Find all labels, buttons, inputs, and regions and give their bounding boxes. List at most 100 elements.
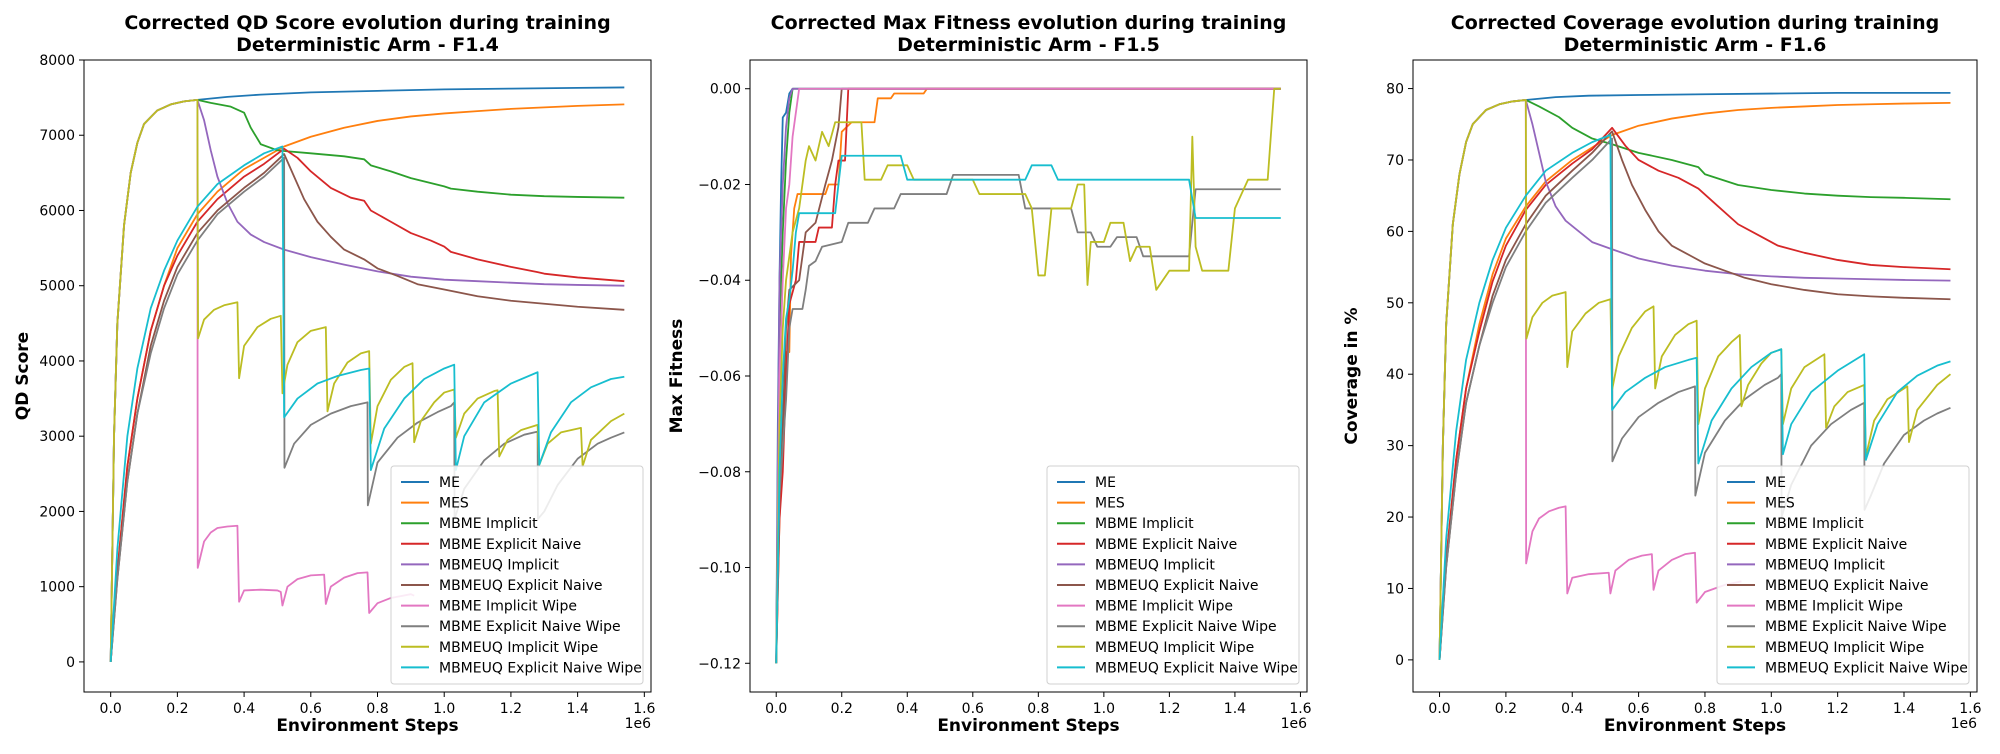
legend-entry: MBME Implicit Wipe — [1765, 599, 1903, 615]
y-tick-label: −0.10 — [698, 561, 741, 577]
legend: ME MES MBME Implicit MBME Explicit Naive MBM… — [1716, 465, 1970, 685]
x-tick-label: 0.0 — [1428, 701, 1450, 717]
series-line-mbme-explicit-naive — [109, 147, 625, 662]
series-line-mbme-explicit-naive-wipe — [775, 174, 1281, 664]
chart-title-line-1: Corrected Coverage evolution during trai… — [1451, 12, 1940, 34]
legend-entry: ME — [439, 475, 460, 491]
legend-entry: MBME Explicit Naive — [439, 537, 581, 553]
x-tick-label: 1.0 — [1093, 701, 1115, 717]
x-tick-label: 0.8 — [1027, 701, 1049, 717]
legend-entry: MBME Explicit Naive Wipe — [439, 619, 621, 635]
x-tick-label: 1.4 — [1224, 701, 1246, 717]
legend-entry: MBMEUQ Implicit Wipe — [439, 640, 598, 656]
x-tick-label: 1.2 — [1158, 701, 1180, 717]
y-tick-label: 3000 — [39, 429, 75, 445]
series-line-mbmeuq-explicit-naive-wipe — [1438, 134, 1951, 660]
x-tick-label: 0.4 — [896, 701, 918, 717]
x-tick-label: 1.6 — [1959, 701, 1981, 717]
y-tick-label: 40 — [1386, 367, 1404, 383]
y-tick-label: 6000 — [39, 203, 75, 219]
x-tick-label: 0.8 — [366, 701, 388, 717]
y-axis-label: Max Fitness — [667, 319, 687, 434]
legend-entry: MBMEUQ Implicit — [439, 557, 559, 573]
y-tick-label: 8000 — [39, 53, 75, 69]
x-offset-label: 1e6 — [1281, 716, 1308, 732]
series-line-mbmeuq-explicit-naive — [109, 153, 625, 662]
legend-entry: MBMEUQ Explicit Naive Wipe — [1765, 660, 1968, 676]
legend-entry: MES — [439, 496, 469, 512]
x-tick-label: 0.6 — [1627, 701, 1649, 717]
legend-entry: MBMEUQ Explicit Naive Wipe — [1095, 660, 1298, 676]
y-tick-label: 4000 — [39, 354, 75, 370]
chart-title-line-2: Deterministic Arm - F1.6 — [1564, 34, 1827, 56]
series-line-mbmeuq-implicit-wipe — [109, 98, 625, 662]
legend-entry: MBMEUQ Explicit Naive — [1765, 578, 1929, 594]
x-tick-label: 1.6 — [1289, 701, 1311, 717]
y-tick-label: −0.08 — [698, 465, 741, 481]
chart-panel-1: Corrected QD Score evolution during trai… — [13, 12, 656, 736]
legend-entry: MBME Implicit Wipe — [439, 599, 577, 615]
y-tick-label: 0.00 — [710, 82, 741, 98]
y-tick-label: −0.02 — [698, 177, 741, 193]
y-tick-label: 0 — [1395, 653, 1404, 669]
y-tick-label: 50 — [1386, 296, 1404, 312]
x-tick-label: 1.6 — [633, 701, 655, 717]
chart-title-line-2: Deterministic Arm - F1.4 — [236, 34, 499, 56]
legend-entry: MBMEUQ Implicit Wipe — [1095, 640, 1254, 656]
legend-entry: MBME Explicit Naive Wipe — [1765, 619, 1947, 635]
legend: ME MES MBME Implicit MBME Explicit Naive MBM… — [390, 465, 644, 685]
legend-entry: MBME Implicit — [439, 516, 538, 532]
legend-entry: MES — [1095, 496, 1125, 512]
x-tick-label: 0.0 — [100, 701, 122, 717]
x-axis-label: Environment Steps — [937, 716, 1119, 736]
y-tick-label: 70 — [1386, 153, 1404, 169]
x-tick-label: 0.0 — [765, 701, 787, 717]
legend-entry: MBME Explicit Naive — [1765, 537, 1907, 553]
legend-entry: ME — [1765, 475, 1786, 491]
y-tick-label: 60 — [1386, 224, 1404, 240]
y-tick-label: 80 — [1386, 82, 1404, 98]
legend-entry: MBMEUQ Implicit Wipe — [1765, 640, 1924, 656]
legend-entry: MBME Explicit Naive Wipe — [1095, 619, 1277, 635]
x-offset-label: 1e6 — [625, 716, 652, 732]
axes-frame — [83, 59, 652, 693]
legend-box — [1046, 465, 1300, 685]
y-tick-label: 2000 — [39, 504, 75, 520]
y-tick-label: 1000 — [39, 580, 75, 596]
y-tick-label: 0 — [66, 655, 75, 671]
y-tick-label: 7000 — [39, 128, 75, 144]
legend-entry: MES — [1765, 496, 1795, 512]
legend-box — [1716, 465, 1970, 685]
x-offset-label: 1e6 — [1951, 716, 1978, 732]
y-tick-label: 10 — [1386, 581, 1404, 597]
chart-title-line-1: Corrected QD Score evolution during trai… — [124, 12, 610, 34]
legend-entry: MBMEUQ Explicit Naive — [1095, 578, 1259, 594]
chart-title-line-2: Deterministic Arm - F1.5 — [897, 34, 1160, 56]
legend-entry: MBMEUQ Implicit — [1765, 557, 1885, 573]
chart-panel-3: Corrected Coverage evolution during trai… — [1342, 12, 1982, 736]
y-tick-label: −0.04 — [698, 273, 741, 289]
x-tick-label: 0.8 — [1694, 701, 1716, 717]
axes-frame — [1412, 59, 1978, 693]
x-tick-label: 1.0 — [1760, 701, 1782, 717]
x-tick-label: 0.4 — [233, 701, 255, 717]
x-tick-label: 1.4 — [1893, 701, 1915, 717]
series-line-mbmeuq-explicit-naive-wipe — [775, 154, 1281, 664]
x-tick-label: 1.2 — [1827, 701, 1849, 717]
y-axis-label: Coverage in % — [1342, 307, 1362, 444]
legend-entry: MBME Implicit — [1095, 516, 1194, 532]
y-tick-label: −0.06 — [698, 369, 741, 385]
legend: ME MES MBME Implicit MBME Explicit Naive MBM… — [1046, 465, 1300, 685]
legend-entry: MBMEUQ Implicit — [1095, 557, 1215, 573]
series-line-mbmeuq-explicit-naive — [775, 87, 1281, 664]
y-tick-label: 20 — [1386, 510, 1404, 526]
x-axis-label: Environment Steps — [276, 716, 458, 736]
x-tick-label: 0.2 — [166, 701, 188, 717]
x-tick-label: 1.4 — [566, 701, 588, 717]
y-tick-label: −0.12 — [698, 656, 741, 672]
legend-entry: MBME Explicit Naive — [1095, 537, 1237, 553]
series-line-mbme-implicit-wipe — [775, 87, 1281, 664]
series-line-mbmeuq-implicit-wipe — [1438, 99, 1952, 660]
